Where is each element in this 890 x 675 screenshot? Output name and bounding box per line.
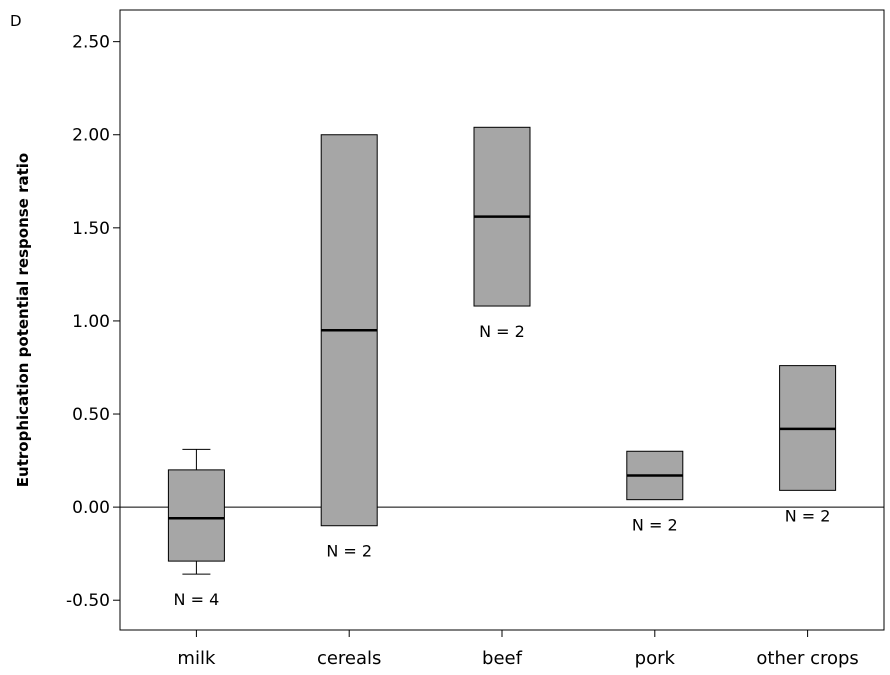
panel-letter: D — [10, 12, 22, 30]
y-tick-label: 0.00 — [72, 498, 110, 518]
n-label: N = 4 — [174, 590, 220, 609]
box-beef: N = 2 — [473, 126, 531, 341]
n-label: N = 2 — [785, 506, 831, 525]
box-other-crops: N = 2 — [779, 365, 837, 525]
n-label: N = 2 — [326, 542, 372, 561]
plot-frame — [119, 9, 885, 631]
box-pork: N = 2 — [626, 450, 684, 535]
y-tick-label: -0.50 — [66, 591, 110, 611]
x-category-label: beef — [482, 648, 523, 669]
x-category-label: pork — [635, 648, 676, 669]
y-tick-label: 2.50 — [72, 33, 110, 53]
y-tick-label: 1.00 — [72, 312, 110, 332]
box-milk: N = 4 — [167, 448, 225, 609]
box-cereals: N = 2 — [320, 134, 378, 561]
y-tick-label: 2.00 — [72, 126, 110, 146]
x-category-label: cereals — [317, 648, 381, 669]
boxplot-series: N = 4 N = 2 N = 2 N = 2 N = 2 — [167, 126, 837, 609]
y-tick-label: 1.50 — [72, 219, 110, 239]
y-axis-label: Eutrophication potential response ratio — [14, 153, 32, 487]
n-label: N = 2 — [632, 516, 678, 535]
box-iqr — [167, 469, 225, 562]
x-axis: milk cereals beef pork other crops — [177, 630, 859, 669]
y-tick-label: 0.50 — [72, 405, 110, 425]
y-axis: -0.50 0.00 0.50 1.00 1.50 2.00 2.50 — [66, 33, 120, 611]
x-category-label: other crops — [756, 648, 858, 669]
n-label: N = 2 — [479, 322, 525, 341]
x-category-label: milk — [177, 648, 216, 669]
